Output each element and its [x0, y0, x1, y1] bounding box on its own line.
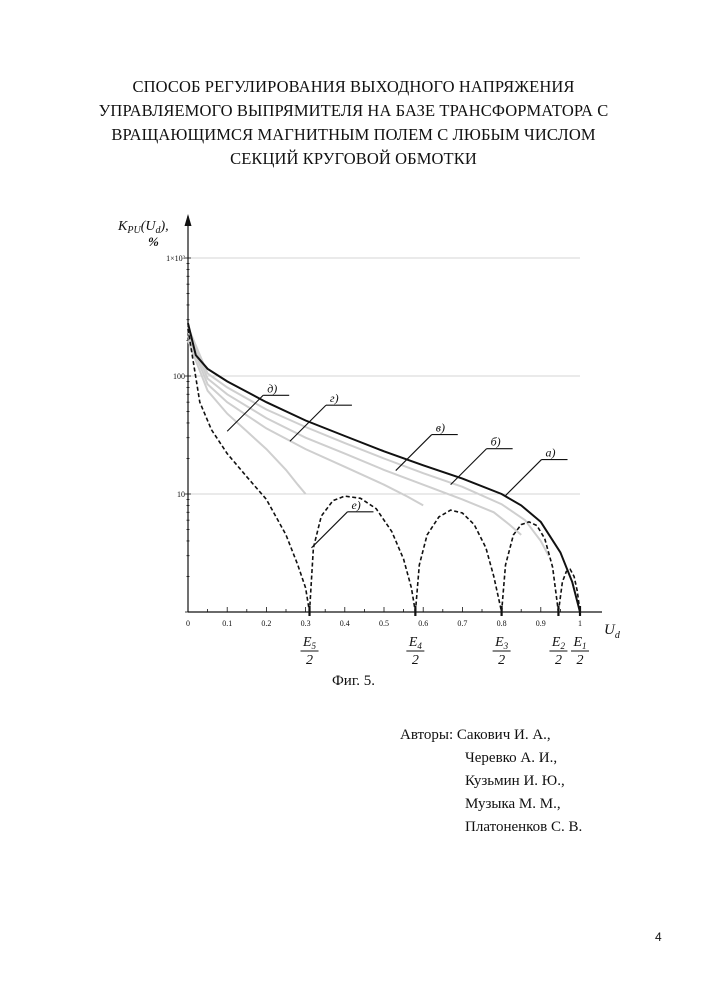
x-tick-label: 1	[578, 619, 582, 628]
x-tick-label: 0.8	[497, 619, 507, 628]
author-name: Платоненков С. В.	[400, 816, 582, 839]
x-axis-label: Ud	[604, 622, 621, 641]
author-name: Сакович И. А.,	[457, 727, 551, 743]
e-label-numerator: E1	[572, 635, 586, 651]
y-tick-label: 10	[177, 490, 185, 499]
authors-block: Авторы: Сакович И. А., Черевко А. И., Ку…	[400, 724, 582, 839]
series-curve-e	[310, 496, 416, 612]
y-tick-label: 100	[173, 372, 185, 381]
e-label-denominator: 2	[577, 653, 584, 668]
callout-leader	[311, 512, 347, 548]
e-label-numerator: E4	[408, 635, 423, 651]
callout-label: д)	[267, 381, 277, 395]
y-axis-label: KPU(Ud),	[117, 219, 169, 236]
x-tick-label: 0.4	[340, 619, 350, 628]
series-curve-e	[415, 510, 501, 612]
e-label-denominator: 2	[412, 653, 419, 668]
series-curve	[188, 323, 580, 612]
x-tick-label: 0.5	[379, 619, 389, 628]
author-name: Кузьмин И. Ю.,	[400, 770, 582, 793]
callout-label: в)	[436, 421, 445, 435]
series-curve	[188, 341, 306, 495]
e-label-denominator: 2	[498, 653, 505, 668]
figure-caption: Фиг. 5.	[0, 673, 707, 690]
callout-label: е)	[351, 498, 360, 512]
x-tick-label: 0.2	[261, 619, 271, 628]
e-label-numerator: E5	[302, 635, 317, 651]
x-tick-label: 0.9	[536, 619, 546, 628]
callout-leader	[396, 435, 432, 471]
callout-label: б)	[491, 435, 501, 449]
y-axis-unit: %	[148, 234, 159, 249]
author-name: Черевко А. И.,	[400, 747, 582, 770]
e-label-numerator: E3	[494, 635, 509, 651]
callout-label: г)	[330, 391, 339, 405]
callout-leader	[451, 449, 487, 485]
x-tick-label: 0	[186, 619, 190, 628]
x-tick-label: 0.3	[301, 619, 311, 628]
y-tick-label: 1×10³	[166, 254, 186, 263]
e-label-denominator: 2	[306, 653, 313, 668]
x-tick-label: 0.7	[457, 619, 467, 628]
y-axis-arrow	[185, 214, 192, 226]
callout-label: а)	[546, 446, 556, 460]
e-label-numerator: E2	[551, 635, 566, 651]
figure-5-chart: 10 100 1×10³ 0 0.1 0.2 0.3 0.4 0.5 0.6 0.7 0.8 0.9 1 K…	[0, 0, 707, 680]
author-name: Музыка М. М.,	[400, 793, 582, 816]
x-tick-label: 0.6	[418, 619, 428, 628]
callout-leader	[506, 460, 542, 496]
page-number: 4	[655, 930, 662, 944]
e-label-denominator: 2	[555, 653, 562, 668]
x-tick-label: 0.1	[222, 619, 232, 628]
authors-label: Авторы:	[400, 727, 453, 743]
